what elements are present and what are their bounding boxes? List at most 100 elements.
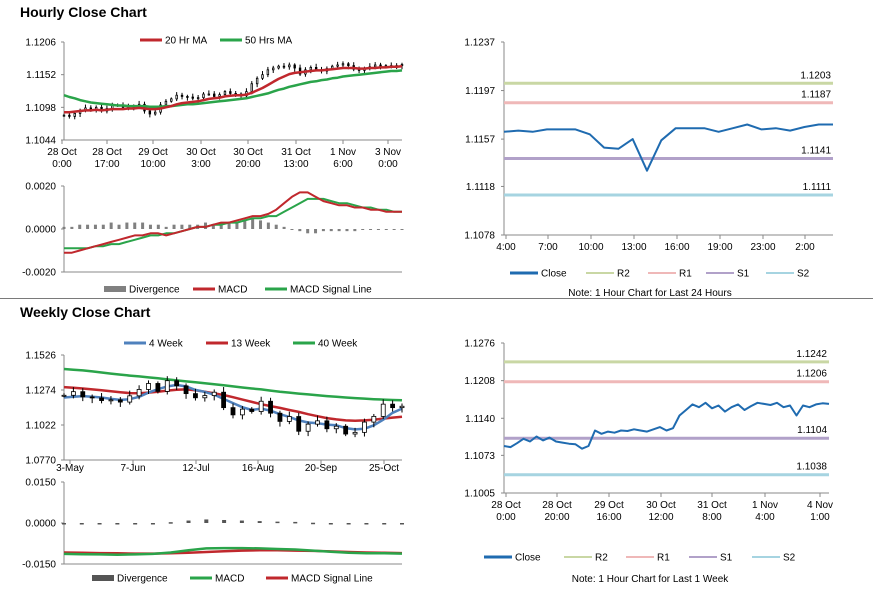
hourly-price-x-tick-label: 3 Nov [375, 147, 401, 158]
weekly-macd-y-tick-label: -0.0150 [22, 560, 56, 571]
hourly-macd-divergence-bar [337, 229, 341, 232]
hourly-macd-macd-line [64, 191, 402, 254]
hourly-macd-divergence-bar [392, 229, 396, 230]
weekly-hourly-y-tick-label: 1.1208 [464, 376, 495, 387]
hourly-macd-divergence-bar [274, 224, 278, 229]
hourly-price-candle [272, 67, 275, 71]
hourly-24h-y-tick-label: 1.1118 [466, 182, 496, 193]
hourly-price-x-tick-label: 0:00 [52, 159, 72, 170]
weekly-hourly-s1-value-label: 1.1104 [797, 425, 827, 436]
weekly-price-40week-legend-label: 40 Week [318, 339, 358, 350]
hourly-price-candle [202, 93, 205, 99]
hourly-price-candle [255, 77, 259, 85]
hourly-macd-divergence-bar [353, 229, 357, 232]
weekly-hourly-y-tick-label: 1.1073 [464, 451, 495, 462]
hourly-price-candle [223, 91, 227, 96]
hourly-24h-s1-legend-label: S1 [737, 269, 750, 280]
weekly-hourly-r2-legend-label: R2 [595, 553, 608, 564]
section-divider [0, 298, 873, 299]
hourly-price-candle [288, 64, 291, 68]
hourly-price-x-tick-label: 1 Nov [330, 147, 356, 158]
weekly-price-13week-line [63, 385, 403, 423]
hourly-price-candle [277, 65, 280, 69]
hourly-macd-signal-line [64, 197, 402, 250]
hourly-macd-divergence-bar [70, 226, 74, 229]
hourly-macd-divergence-bar [141, 222, 145, 229]
hourly-price-candle [336, 64, 339, 67]
weekly-price-y-tick-label: 1.1526 [25, 351, 56, 362]
weekly-price-candle [230, 407, 236, 416]
hourly-price-x-tick-label: 10:00 [140, 159, 165, 170]
weekly-price-x-tick-label: 12-Jul [182, 463, 209, 474]
hourly-24h-s1-value-label: 1.1141 [801, 146, 831, 157]
weekly-macd-divergence-bar [328, 523, 333, 525]
weekly-macd-divergence-bar [186, 520, 191, 523]
hourly-macd-macd-legend-label: MACD [218, 285, 247, 296]
hourly-price-candle [347, 63, 350, 66]
hourly-price-candle [250, 83, 253, 93]
hourly-24h-x-tick-label: 13:00 [621, 242, 646, 253]
weekly-price-candle [380, 403, 386, 417]
weekly-hourly-close-legend-label: Close [515, 553, 541, 564]
hourly-24h-x-tick-label: 10:00 [578, 242, 603, 253]
hourly-macd-divergence-bar [78, 224, 82, 229]
weekly-hourly-r2-value-label: 1.1242 [796, 349, 827, 360]
weekly-price-candle [268, 400, 273, 414]
weekly-price-candle [70, 391, 76, 396]
weekly-price-candle [211, 391, 217, 396]
hourly-price-candle [373, 64, 377, 68]
hourly-macd-divergence-bar [219, 222, 223, 229]
hourly-macd-divergence-bar [282, 226, 286, 229]
weekly-hourly-y-tick-label: 1.1276 [464, 339, 495, 350]
hourly-macd-divergence-bar [133, 222, 137, 229]
weekly-price-candle [61, 394, 67, 397]
weekly-hourly-x-tick-label: 29 Oct [594, 500, 624, 511]
hourly-price-candle [293, 64, 296, 69]
hourly-price-candle [400, 63, 404, 66]
weekly-price-y-tick-label: 1.1022 [25, 421, 56, 432]
weekly-price-40week-line [63, 367, 403, 402]
weekly-price-candle [333, 425, 339, 430]
hourly-macd-divergence-bar [235, 222, 239, 229]
hourly-price-x-tick-label: 31 Oct [281, 147, 311, 158]
weekly-macd-divergence-bar [239, 520, 244, 523]
hourly-price-candle [282, 65, 286, 68]
hourly-price-candle [175, 94, 178, 100]
weekly-macd-divergence-bar [400, 523, 404, 525]
hourly-macd-y-tick-label: 0.0020 [25, 182, 56, 193]
weekly-price-candle [117, 399, 123, 403]
weekly-price-candle [258, 400, 264, 412]
hourly-macd-divergence-bar [211, 224, 215, 229]
weekly-hourly-x-tick-label: 30 Oct [646, 500, 676, 511]
weekly-macd-divergence-bar [204, 519, 209, 523]
hourly-price-candle [191, 96, 194, 99]
hourly-24h-r1-value-label: 1.1187 [801, 90, 831, 101]
hourly-macd-divergence-bar [86, 224, 90, 229]
hourly-macd-divergence-bar [93, 224, 97, 229]
weekly-price-candle [164, 380, 170, 392]
hourly-price-candle [180, 94, 184, 97]
hourly-24h-x-tick-label: 7:00 [538, 242, 558, 253]
hourly-macd-divergence-bar [266, 222, 270, 229]
hourly-price-x-tick-label: 30 Oct [186, 147, 216, 158]
hourly-price-y-tick-label: 1.1152 [26, 70, 56, 81]
weekly-price-candle [343, 425, 349, 435]
hourly-price-candle [68, 114, 71, 117]
hourly-macd-divergence-bar [298, 229, 302, 232]
hourly-macd-divergence-bar [321, 229, 325, 232]
hourly-24h-x-tick-label: 2:00 [795, 242, 815, 253]
hourly-macd-divergence-bar [369, 229, 373, 230]
weekly-close-chart-title: Weekly Close Chart [20, 304, 151, 320]
weekly-price-candle [193, 393, 198, 399]
weekly-macd-divergence-bar [293, 521, 298, 524]
hourly-price-candle [341, 63, 345, 66]
hourly-macd-divergence-bar [148, 224, 152, 229]
hourly-24h-s2-value-label: 1.1111 [803, 182, 832, 193]
weekly-macd-y-tick-label: 0.0000 [25, 519, 56, 530]
weekly-macd-divergence-bar [382, 523, 387, 525]
hourly-macd-divergence-bar [101, 224, 105, 229]
weekly-price-candle [315, 420, 320, 425]
weekly-price-candle [155, 383, 161, 392]
hourly-price-y-tick-label: 1.1206 [25, 38, 56, 49]
weekly-price-4week-legend-label: 4 Week [149, 339, 184, 350]
